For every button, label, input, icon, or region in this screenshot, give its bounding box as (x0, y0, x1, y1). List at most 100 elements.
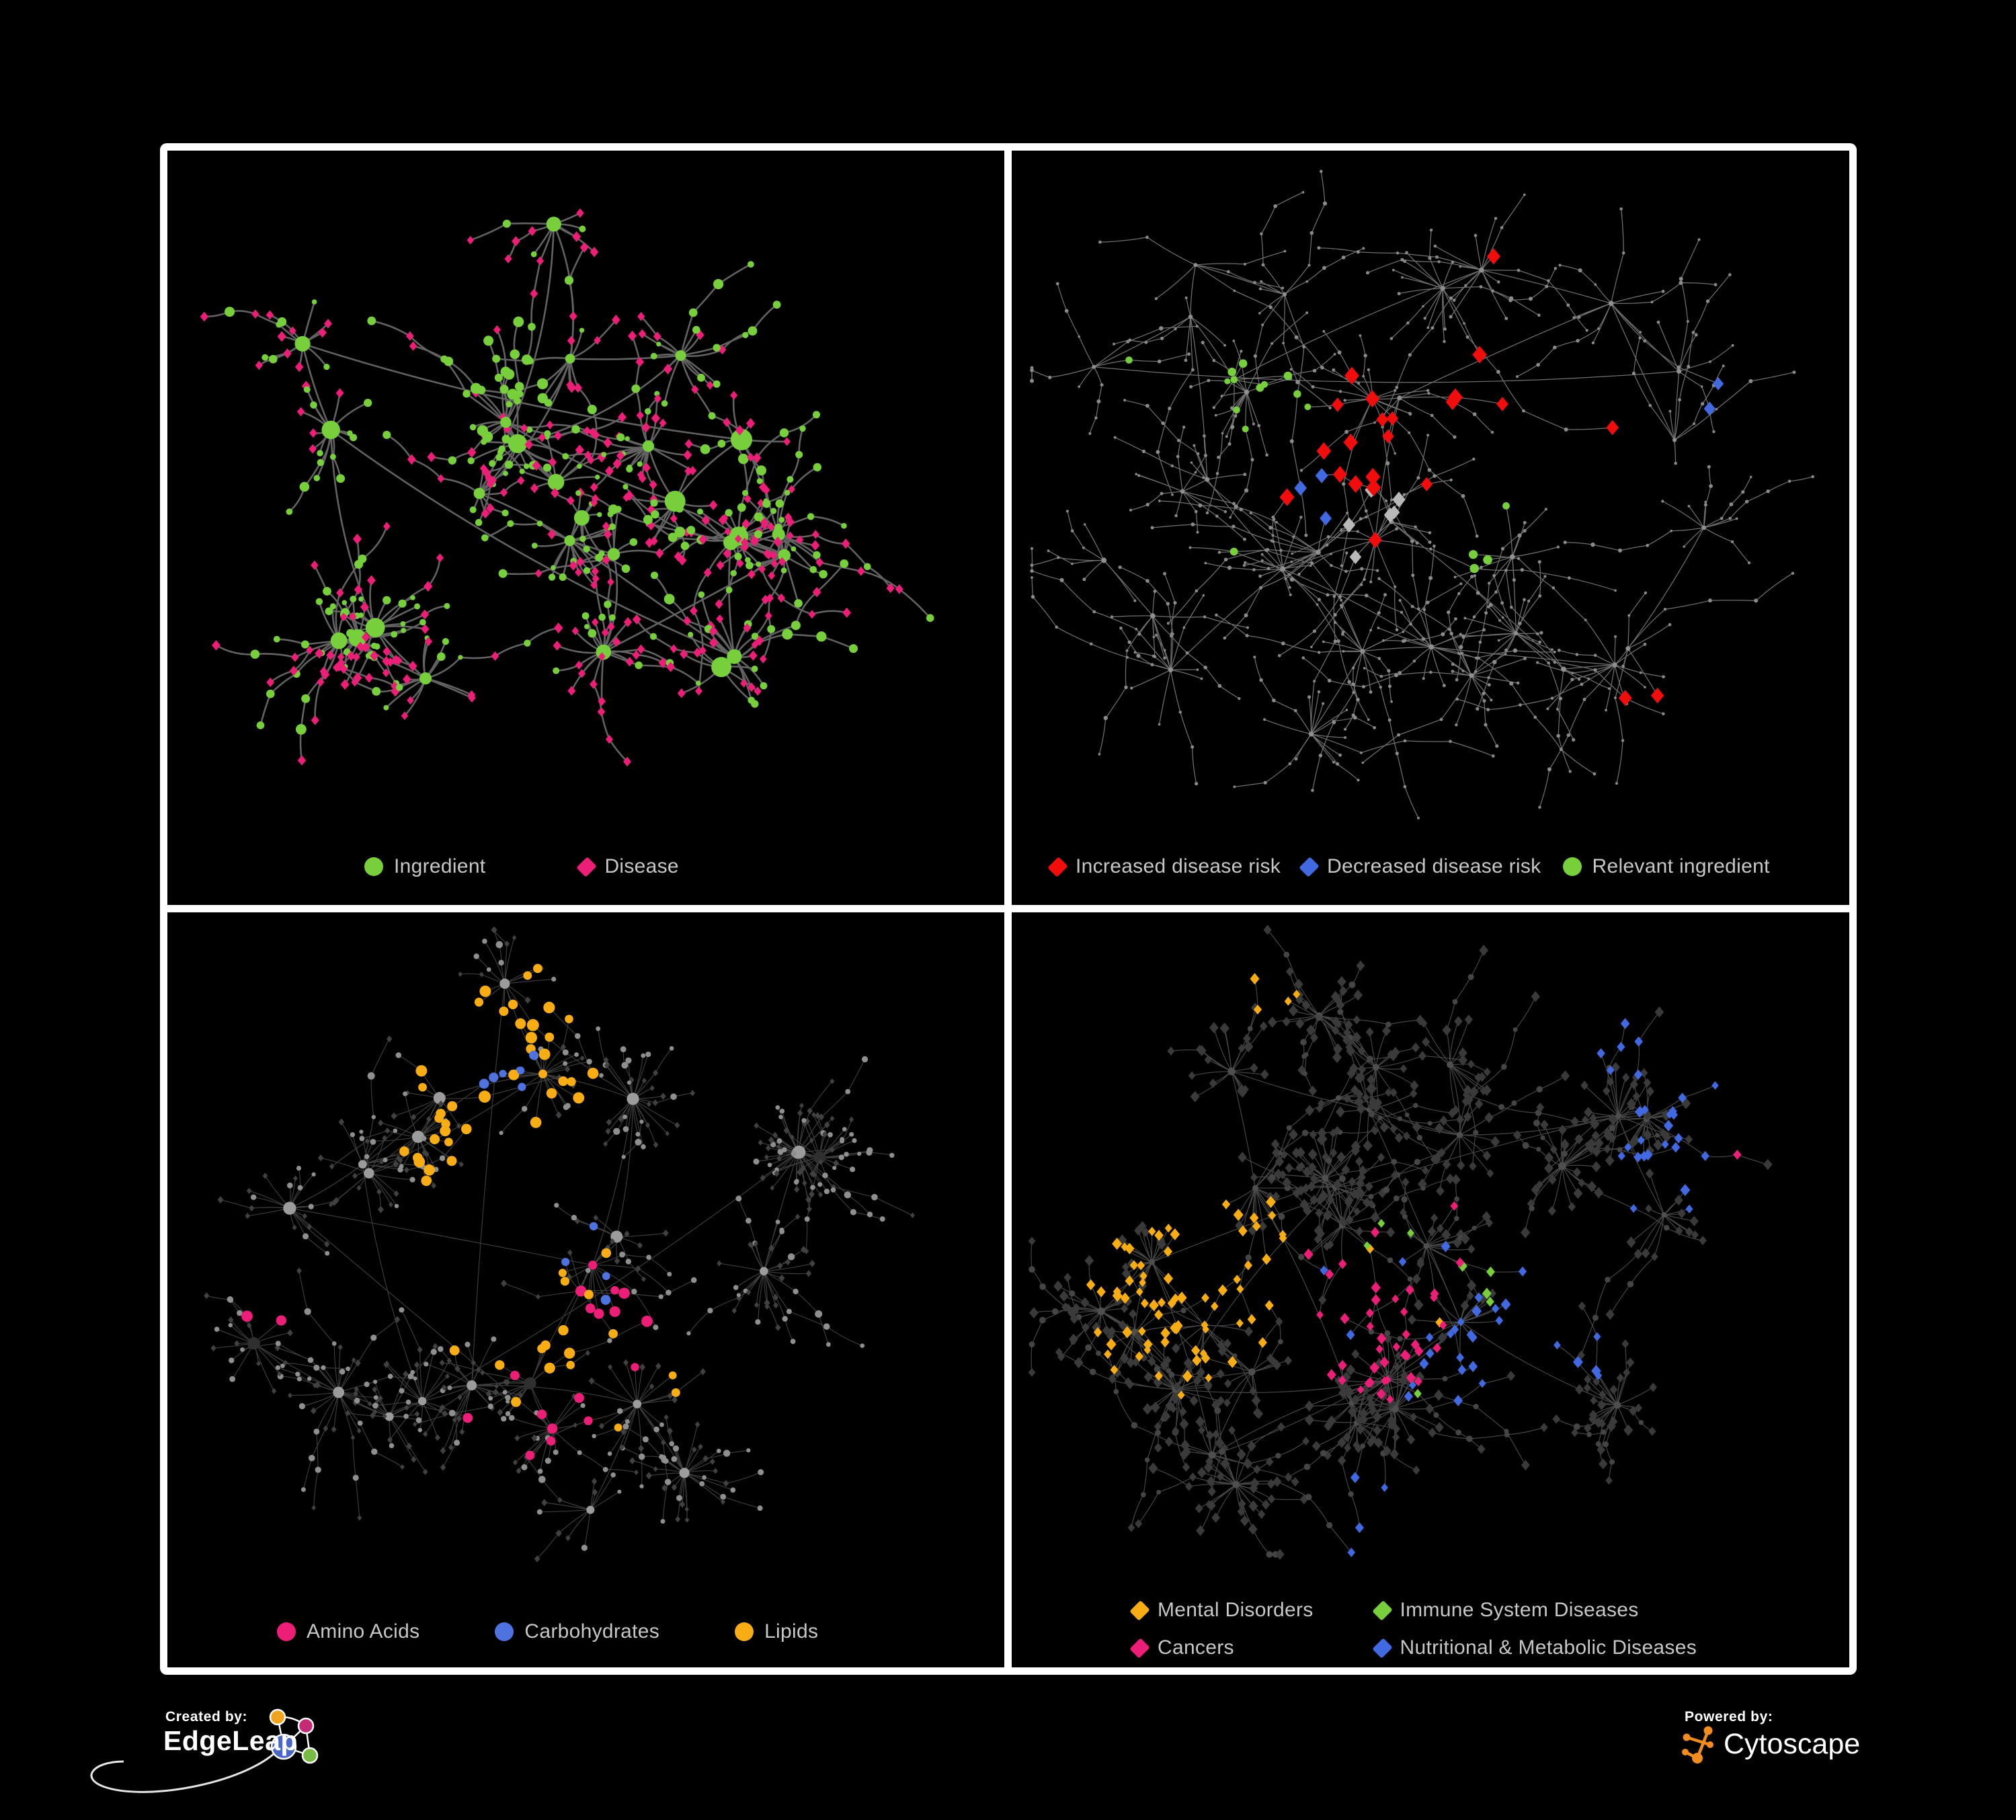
network-node-circle (1676, 368, 1682, 374)
network-node-circle (735, 1195, 742, 1202)
network-node-circle (546, 216, 561, 232)
network-node-diamond (830, 1146, 835, 1153)
network-node-circle (1250, 458, 1254, 462)
network-edge (845, 543, 869, 567)
network-node-diamond (1346, 1364, 1356, 1376)
network-node-diamond (713, 1468, 718, 1474)
network-node-circle (499, 1130, 503, 1136)
network-edge (1481, 270, 1507, 319)
network-node-circle (1311, 385, 1315, 389)
network-node-circle (413, 1376, 417, 1381)
network-node-circle (832, 1166, 837, 1171)
network-node-circle (604, 600, 612, 608)
network-node-circle (717, 440, 726, 448)
network-node-circle (1263, 781, 1267, 785)
network-node-diamond (251, 309, 259, 319)
network-node-diamond (653, 331, 661, 342)
network-node-diamond (554, 430, 563, 441)
network-node-circle (1194, 510, 1198, 514)
network-edge (1211, 1321, 1461, 1456)
network-node-circle (1437, 260, 1441, 264)
network-node-circle (1426, 389, 1430, 392)
network-node-circle (1194, 471, 1197, 474)
network-edge (1617, 1362, 1631, 1406)
network-node-circle (1621, 251, 1625, 255)
network-node-circle (600, 1295, 611, 1305)
network-node-circle (774, 524, 782, 532)
network-node-circle (1364, 509, 1368, 513)
network-edge (421, 1360, 450, 1402)
network-node-circle (523, 971, 532, 980)
network-node-circle (323, 364, 330, 370)
network-node-diamond (593, 1214, 598, 1221)
network-node-diamond (618, 411, 627, 423)
network-node-diamond (400, 1464, 405, 1470)
network-node-circle (1578, 268, 1582, 273)
network-node-diamond (352, 1173, 358, 1179)
network-node-diamond (752, 452, 762, 463)
network-node-circle (642, 1436, 649, 1443)
network-node-diamond (309, 444, 317, 454)
network-node-circle (1288, 586, 1291, 589)
network-node-diamond (812, 586, 821, 598)
network-edge (1553, 587, 1586, 621)
network-node-circle (589, 1222, 598, 1231)
network-node-diamond (1363, 1140, 1373, 1152)
network-node-diamond (815, 557, 824, 567)
network-edge (1465, 617, 1517, 634)
network-node-diamond (584, 450, 592, 460)
network-node-circle (1372, 1064, 1379, 1071)
network-node-circle (782, 1147, 787, 1152)
network-edge (1638, 1011, 1660, 1042)
network-node-circle (672, 1445, 680, 1452)
network-node-circle (1426, 600, 1430, 604)
network-edge (1475, 235, 1482, 270)
network-node-circle (1336, 762, 1340, 766)
network-node-circle (1191, 522, 1195, 526)
network-node-circle (1289, 577, 1295, 582)
network-node-diamond (645, 1121, 651, 1128)
network-node-circle (1356, 250, 1360, 254)
network-node-circle (1591, 341, 1595, 345)
network-edge (504, 978, 554, 984)
network-node-diamond (775, 1324, 781, 1331)
network-node-diamond (481, 508, 490, 519)
network-node-circle (1214, 413, 1217, 417)
network-edge (1379, 578, 1413, 607)
network-node-circle (610, 1472, 616, 1478)
network-node-circle (477, 425, 488, 436)
network-node-circle (742, 489, 748, 496)
network-edge (1674, 409, 1717, 441)
network-edge (1352, 1157, 1381, 1183)
network-node-circle (1260, 280, 1263, 283)
network-node-circle (772, 301, 781, 309)
network-edge (1703, 518, 1730, 528)
network-edge (1207, 473, 1245, 480)
network-node-diamond (554, 623, 563, 633)
network-node-circle (1608, 301, 1614, 307)
network-node-circle (1359, 517, 1363, 521)
network-node-diamond (1253, 1464, 1261, 1474)
network-edge (1469, 1434, 1507, 1439)
network-node-circle (1301, 656, 1305, 660)
network-node-circle (594, 1308, 604, 1319)
network-node-circle (1482, 699, 1486, 703)
network-node-circle (1741, 490, 1745, 494)
network-node-circle (1639, 671, 1642, 674)
network-node-circle (1249, 511, 1252, 515)
network-node-circle (1223, 510, 1227, 514)
network-node-circle (551, 565, 556, 570)
network-node-circle (1281, 641, 1285, 645)
network-node-diamond (440, 1447, 446, 1454)
network-node-circle (586, 1058, 592, 1065)
network-node-diamond (354, 1359, 361, 1367)
network-edge (1709, 600, 1757, 602)
network-node-circle (1551, 586, 1556, 590)
network-node-circle (607, 511, 614, 518)
network-node-circle (1153, 590, 1157, 593)
network-edge (811, 516, 845, 527)
network-node-circle (1461, 670, 1465, 672)
network-node-circle (1196, 452, 1200, 456)
network-node-circle (1482, 628, 1486, 632)
network-node-circle (1365, 515, 1368, 519)
